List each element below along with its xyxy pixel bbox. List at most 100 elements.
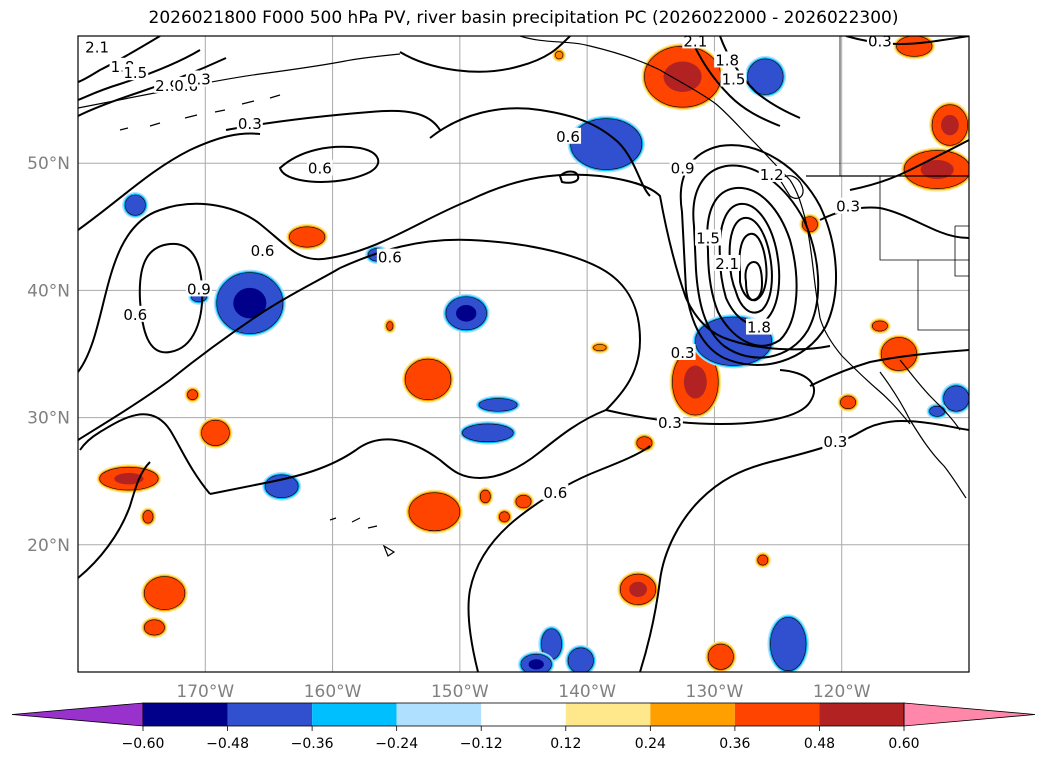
contour-label: 0.6 — [251, 242, 275, 260]
contour-label-bg — [555, 127, 582, 144]
pv-contour — [78, 267, 341, 441]
precip-fill — [896, 36, 933, 57]
latitude-labels: 50°N 40°N 30°N 20°N — [27, 154, 70, 556]
positive-precip-area — [141, 616, 168, 639]
contour-label: 1.8 — [715, 51, 739, 69]
positive-precip-area — [139, 507, 157, 527]
precip-fill — [408, 492, 461, 532]
lon-tick-label: 150°W — [431, 682, 489, 702]
colorbar-segment — [734, 703, 820, 726]
colorbar-tick-labels: −0.60 −0.48 −0.36 −0.24 −0.12 0.12 0.24 0.36 0.4… — [122, 736, 920, 752]
positive-precip-area — [590, 341, 610, 354]
pv-contour — [209, 409, 607, 495]
map-frame — [77, 35, 970, 673]
contour-label-bg — [835, 197, 862, 214]
colorbar-segment — [396, 703, 482, 726]
contour-label: 0.3 — [658, 414, 682, 432]
pv-contour-labels: 0.6 0.9 0.6 0.6 0.3 0.6 0.6 0.9 1.5 2.1 1.8 1.2 1.8 1… — [84, 32, 893, 502]
precip-fill — [264, 474, 299, 499]
precip-fill — [386, 321, 394, 331]
colorbar-tick-label: 0.12 — [550, 736, 581, 752]
contour-label: 0.3 — [836, 198, 860, 216]
colorbar-tick-label: −0.36 — [291, 736, 334, 752]
positive-precip-area — [184, 386, 201, 403]
contour-label-bg — [542, 483, 569, 500]
positive-precip-area — [286, 223, 328, 251]
positive-precip-area — [705, 641, 737, 672]
positive-precip-area — [901, 147, 969, 192]
baja-coast — [879, 371, 967, 499]
precip-fill — [570, 118, 643, 170]
precip-fill — [479, 489, 491, 504]
colorbar-segment — [565, 703, 651, 726]
negative-precip-area — [442, 293, 490, 333]
positive-precip-area — [383, 318, 397, 334]
contour-label: 1.5 — [123, 64, 147, 82]
contour-label-bg — [822, 433, 849, 450]
state-boundary-1 — [879, 176, 969, 261]
precip-fill — [567, 647, 594, 672]
precip-core — [528, 659, 544, 670]
contour-label-bg — [720, 70, 747, 87]
bc-coast — [789, 179, 911, 425]
aleutian-islands — [119, 94, 281, 131]
precip-fill — [747, 58, 784, 95]
contour-label: 0.3 — [868, 32, 892, 50]
pv-contour — [849, 139, 969, 191]
pv-contour — [78, 49, 201, 101]
positive-precip-area — [929, 101, 969, 149]
contour-label: 0.3 — [671, 344, 695, 362]
colorbar-segment — [650, 703, 735, 726]
precip-fill — [288, 226, 326, 248]
pv-contour — [728, 216, 773, 314]
contour-label-bg — [185, 280, 212, 297]
positive-precip-area — [754, 551, 771, 569]
pv-contour — [78, 132, 261, 231]
colorbar-tick-label: 0.48 — [804, 736, 835, 752]
contour-label-bg — [185, 70, 212, 87]
positive-precip-area — [617, 571, 659, 608]
negative-precip-area — [926, 403, 948, 420]
pv-contour — [78, 173, 831, 373]
coastline-layer — [78, 36, 969, 557]
precip-fill — [770, 617, 807, 672]
precip-fill — [462, 423, 514, 443]
precip-core — [940, 114, 959, 136]
lat-tick-label: 40°N — [27, 281, 70, 301]
contour-label: 0.6 — [308, 160, 332, 178]
contour-label-bg — [122, 64, 149, 81]
hawaii-islands — [329, 517, 396, 557]
contour-label-bg — [714, 51, 741, 68]
lon-tick-label: 160°W — [304, 682, 362, 702]
positive-precip-area — [878, 334, 920, 374]
state-boundary-4 — [954, 225, 969, 277]
pv-contour — [558, 170, 580, 184]
precip-fill — [757, 554, 769, 566]
precip-fill — [478, 398, 518, 412]
pv-contour — [809, 349, 969, 387]
gulf-california — [899, 359, 961, 431]
negative-precip-area — [122, 192, 149, 219]
pv-contour — [689, 36, 781, 127]
contour-label-bg — [695, 229, 722, 246]
precip-fill — [840, 395, 857, 409]
contour-label: 1.5 — [696, 230, 720, 248]
contour-label-bg — [758, 165, 785, 182]
lon-tick-label: 170°W — [176, 682, 234, 702]
contour-label-bg — [669, 344, 696, 360]
contour-label-bg — [122, 305, 149, 322]
pv-contour — [692, 164, 820, 359]
precip-core — [456, 305, 477, 322]
contour-label-bg — [376, 248, 403, 265]
contour-label: 0.6 — [378, 249, 402, 267]
positive-precip-area — [837, 392, 859, 412]
contour-label: 0.6 — [556, 128, 580, 146]
precip-fill — [515, 494, 532, 509]
lat-tick-label: 30°N — [27, 409, 70, 429]
pv-contour — [278, 145, 380, 183]
contour-label: 0.9 — [671, 160, 695, 178]
colorbar-segment — [227, 703, 313, 726]
pv-contour — [78, 57, 227, 117]
precip-fill — [555, 50, 564, 60]
colorbar-segment — [312, 703, 397, 726]
